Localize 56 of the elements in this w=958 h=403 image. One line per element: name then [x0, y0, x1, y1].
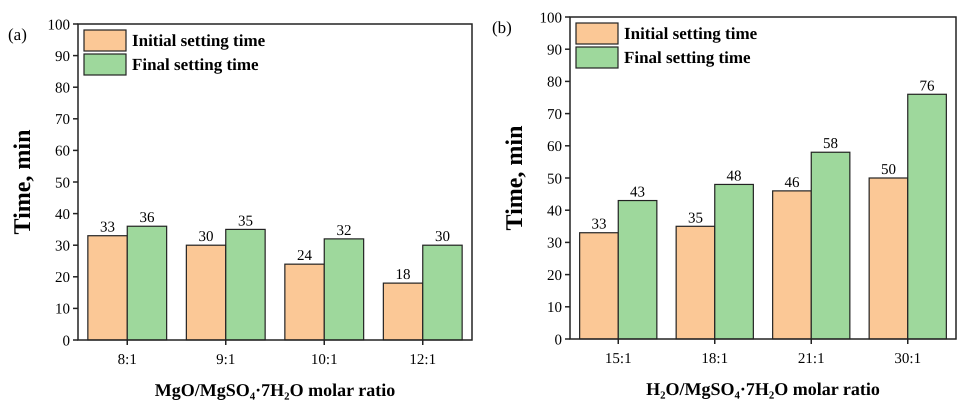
legend-label: Final setting time	[132, 55, 259, 74]
data-label: 32	[336, 222, 352, 239]
y-tick-label: 90	[55, 48, 70, 65]
y-tick-label: 30	[547, 236, 562, 252]
y-tick-label: 20	[547, 268, 562, 284]
data-label: 33	[591, 216, 606, 233]
y-tick-label: 10	[55, 302, 70, 318]
data-label: 30	[198, 229, 214, 246]
y-tick-label: 70	[55, 112, 70, 128]
data-label: 30	[434, 229, 450, 246]
text: (a)	[8, 25, 27, 44]
y-tick-label: 0	[62, 333, 70, 350]
x-tick-label: 12:1	[409, 352, 436, 368]
y-tick-label: 60	[547, 139, 562, 156]
x-tick-label: 21:1	[798, 351, 825, 367]
x-axis-title: H₂O/MgSO₄·7H₂O molar ratio	[646, 379, 880, 399]
legend-label: Final setting time	[624, 48, 751, 67]
y-tick-label: 90	[547, 42, 562, 58]
x-tick-label: 15:1	[604, 351, 632, 367]
data-label: 35	[238, 213, 253, 230]
y-tick-label: 50	[55, 175, 70, 192]
data-label: 76	[920, 78, 936, 94]
y-tick-label: 20	[55, 270, 70, 286]
y-axis-title: Time, min	[10, 130, 36, 234]
data-label: 50	[880, 162, 896, 178]
y-tick-label: 40	[55, 206, 70, 223]
data-label: 58	[823, 136, 838, 152]
data-label: 48	[726, 168, 742, 184]
legend-label: Initial setting time	[624, 24, 758, 43]
data-label: 36	[139, 210, 155, 226]
x-tick-label: 30:1	[894, 351, 922, 367]
y-tick-label: 100	[48, 17, 70, 34]
y-tick-label: 30	[55, 238, 70, 254]
y-tick-label: 0	[554, 332, 562, 348]
x-tick-label: 10:1	[310, 352, 338, 368]
text: (b)	[492, 18, 512, 37]
data-label: 24	[297, 248, 313, 264]
data-label: 18	[396, 267, 411, 284]
y-tick-label: 50	[547, 171, 562, 188]
y-tick-label: 70	[547, 106, 562, 123]
data-label: 35	[688, 210, 703, 226]
x-axis-title: MgO/MgSO₄·7H₂O molar ratio	[154, 380, 396, 400]
data-label: 33	[100, 220, 116, 236]
data-label: 43	[630, 184, 646, 201]
x-tick-label: 18:1	[701, 351, 728, 367]
y-tick-label: 80	[547, 74, 562, 91]
y-tick-label: 10	[547, 300, 562, 316]
y-tick-label: 100	[540, 10, 562, 26]
y-axis-title: Time, min	[502, 126, 528, 230]
y-tick-label: 60	[55, 144, 70, 160]
legend-label: Initial setting time	[132, 31, 266, 50]
x-tick-label: 8:1	[118, 352, 137, 368]
y-tick-label: 40	[547, 203, 562, 220]
x-tick-label: 9:1	[216, 352, 236, 368]
data-label: 46	[784, 174, 800, 191]
y-tick-label: 80	[55, 80, 70, 96]
